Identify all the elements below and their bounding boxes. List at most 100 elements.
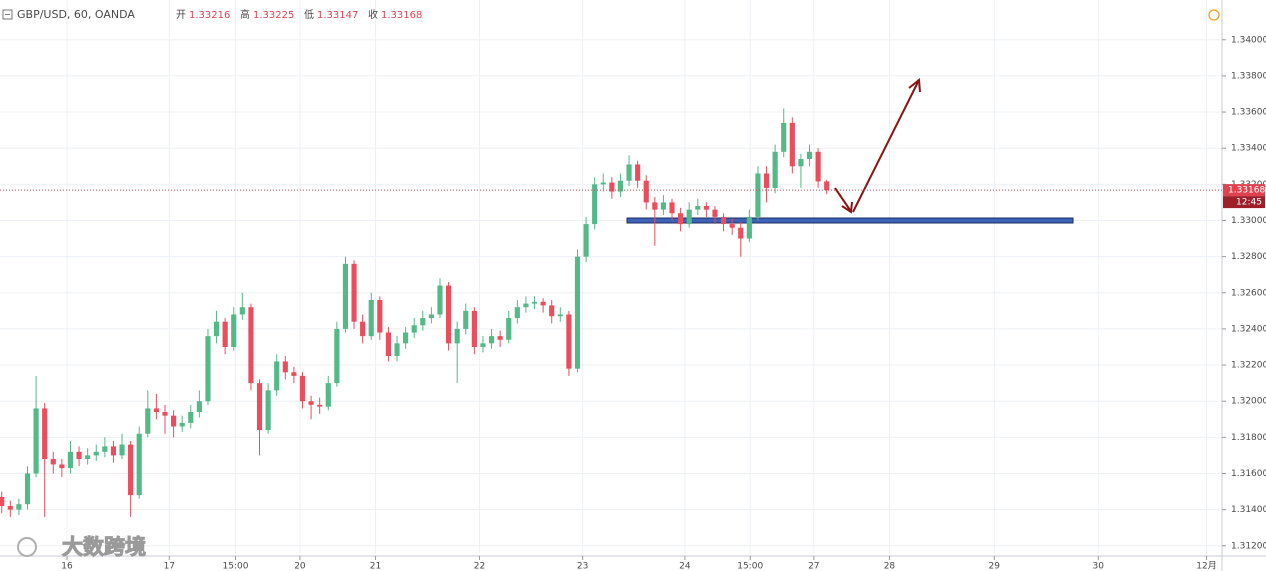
candle-body [437,285,443,315]
x-tick-label: 28 [884,562,896,571]
candle-body [119,444,125,456]
x-tick-label: 21 [370,562,381,571]
ohlc-label: 高 [240,8,250,21]
candle-body [179,422,185,427]
collapse-icon[interactable] [2,9,13,20]
y-tick-label: 1.31200 [1231,541,1266,551]
candle-body [798,159,804,167]
candle-body [463,310,469,329]
x-tick-label: 27 [808,562,819,571]
y-tick-label: 1.33000 [1231,216,1266,226]
candle-body [549,305,555,317]
candle-body [171,415,177,427]
candle-body [746,216,752,239]
candle-body [239,307,245,315]
candle-body [128,444,134,496]
x-tick-label: 16 [61,562,73,571]
candle-body [600,182,606,185]
candle-body [162,412,168,416]
candle-body [394,343,400,357]
x-tick-label: 22 [474,562,485,571]
candle-body [368,299,374,337]
watermark: 大数跨境 [62,535,146,559]
candle-body [222,321,228,347]
y-tick-label: 1.32800 [1231,252,1266,262]
candle-body [806,151,813,160]
candle-body [308,401,314,405]
candle-body [0,496,5,507]
candle-body [428,314,434,319]
x-tick-label: 15:00 [222,562,248,571]
candle-body [686,209,692,225]
candle-body [626,164,632,181]
candle-body [248,307,254,384]
y-tick-label: 1.33800 [1231,71,1266,81]
candle-body [16,504,22,510]
candle-body [480,343,486,347]
y-tick-label: 1.31600 [1231,469,1266,479]
x-tick-label: 30 [1093,562,1105,571]
candle-body [67,451,74,469]
candle-body [446,285,452,344]
candle-body [145,408,151,434]
candle-body [377,299,383,333]
candle-body [205,336,211,402]
candle-body [291,372,297,376]
x-tick-label: 12月 [1196,561,1216,571]
candle-body [325,383,331,407]
symbol: GBP/USD, 60, OANDA [17,8,135,21]
candle-body [540,301,546,306]
candle-body [351,263,357,322]
grid [0,0,1222,553]
candle-body [454,328,460,344]
y-tick-label: 1.32400 [1231,324,1266,334]
candle-body [635,164,641,181]
candle-body [360,321,366,337]
candle-body [188,412,194,423]
candle-body [85,455,91,460]
candles [0,108,830,517]
y-tick-label: 1.32200 [1231,361,1266,371]
x-tick-label: 17 [164,562,175,571]
candle-body [660,202,666,210]
x-tick-label: 29 [989,562,1001,571]
candle-body [772,151,778,188]
candle-body [256,383,263,431]
candle-body [617,180,624,192]
candle-body [557,314,563,317]
ohlc-value: 1.33168 [381,10,422,21]
candle-body [282,361,288,373]
candle-body [411,325,417,333]
alert-icon[interactable] [1208,9,1220,21]
y-tick-label: 1.33600 [1231,108,1266,118]
candle-body [824,181,830,191]
candle-body [583,224,589,257]
candle-body [514,307,520,319]
candle-body [763,173,770,188]
ohlc-value: 1.33147 [317,10,358,21]
candle-body [196,401,202,413]
y-tick-label: 1.32600 [1231,288,1266,298]
countdown-label: 12:45 [1236,198,1262,208]
candle-body [720,216,727,225]
x-tick-label: 15:00 [737,562,763,571]
candle-body [574,256,581,369]
candle-body [523,303,529,308]
y-tick-label: 1.31800 [1231,433,1266,443]
y-tick-label: 1.34000 [1231,35,1266,45]
candle-body [231,314,237,347]
candle-body [265,390,271,431]
candle-body [93,451,99,456]
ohlc-value: 1.33225 [253,10,294,21]
candle-body [299,375,306,402]
candle-body [110,446,117,456]
arrow-head [841,201,853,214]
arrow-down [834,187,851,211]
candle-body [385,332,392,357]
support-zone [626,217,1074,224]
candle-body [420,318,426,326]
candle-body [213,321,220,337]
candle-body [678,213,684,225]
ohlc-label: 开 [176,10,186,21]
